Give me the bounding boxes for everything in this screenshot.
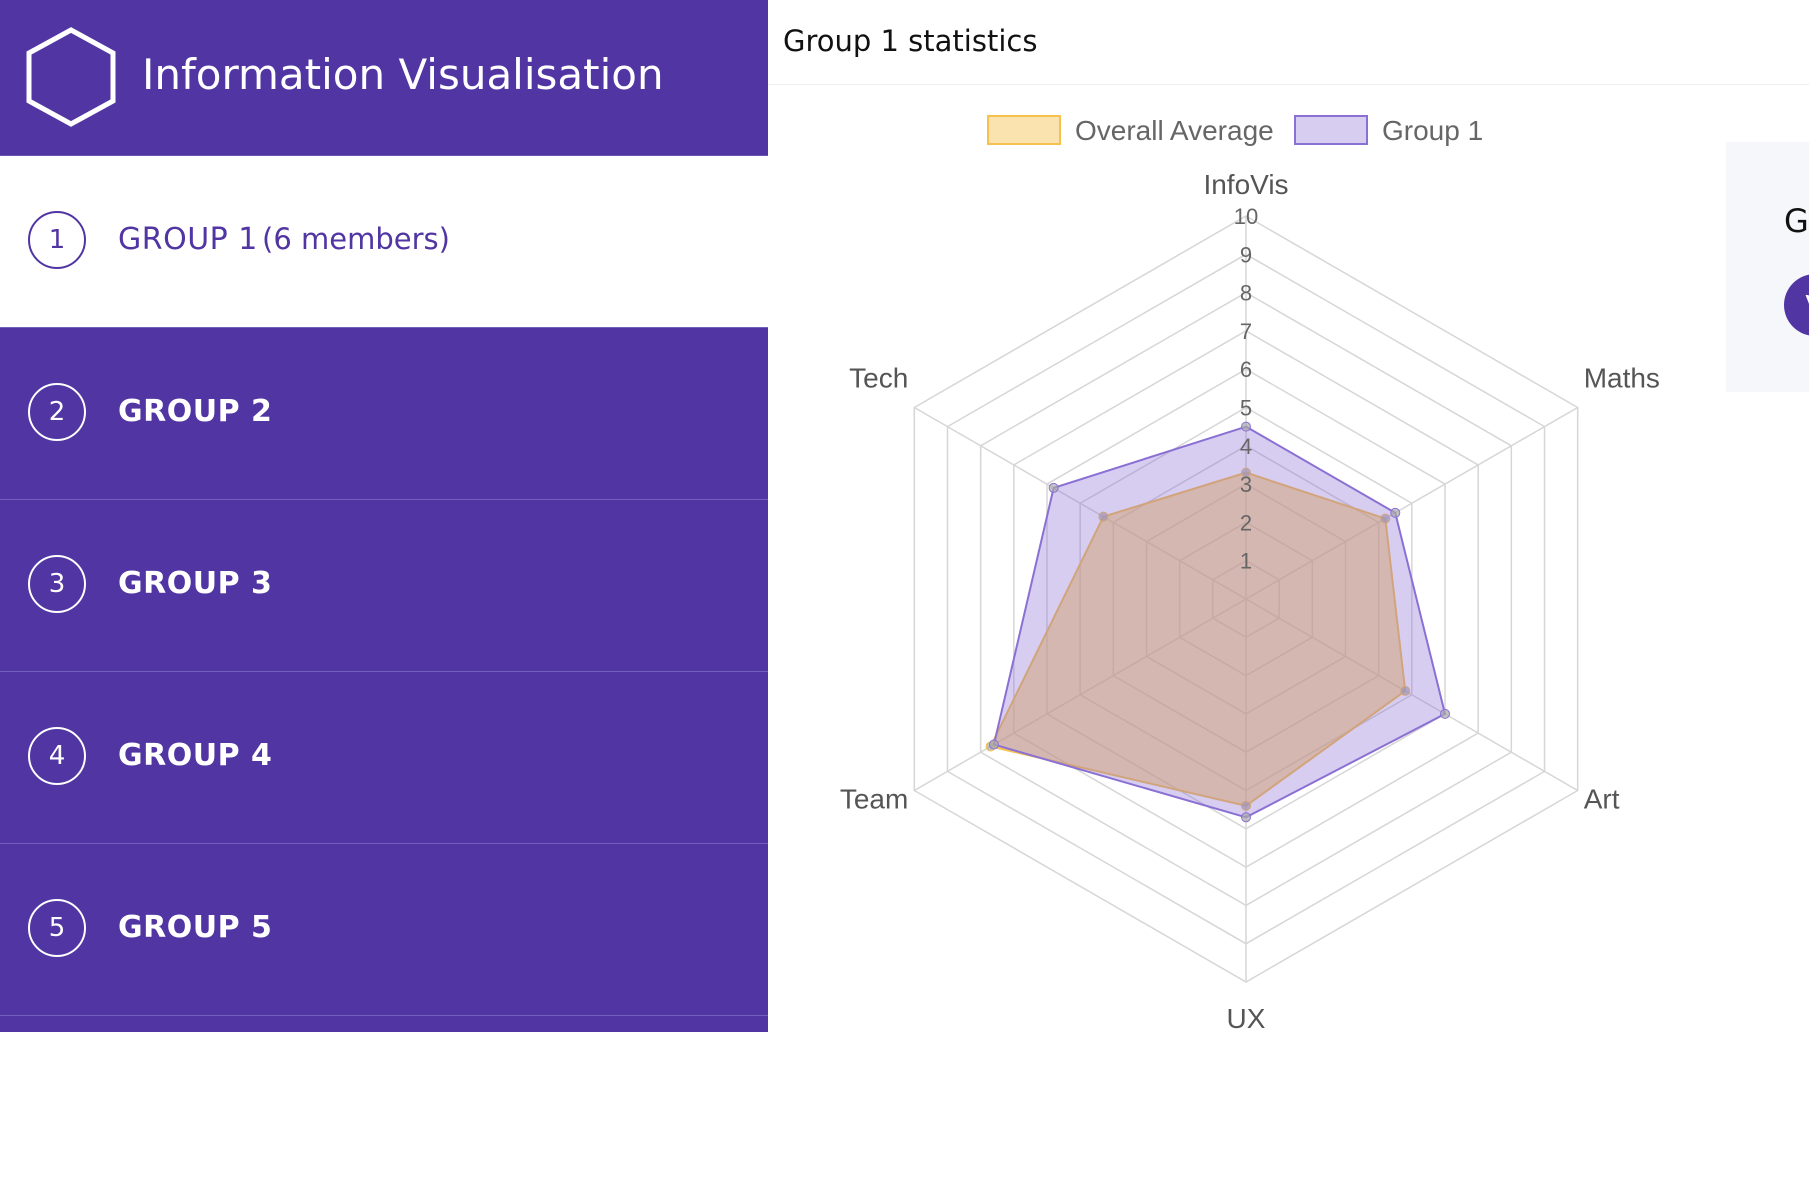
sidebar-item-group-2[interactable]: 2 GROUP 2: [0, 327, 768, 498]
data-point: [1241, 421, 1251, 432]
legend-swatch: [1294, 115, 1368, 145]
tick-label: 1: [1240, 549, 1252, 574]
data-point: [988, 739, 999, 750]
tick-label: 9: [1240, 242, 1252, 267]
data-point: [1380, 513, 1391, 524]
main-header: Group 1 statistics: [768, 0, 1809, 85]
group-number-badge: 3: [28, 555, 86, 613]
legend-label: Overall Average: [1075, 115, 1274, 146]
group-number-badge: 1: [28, 211, 86, 269]
sidebar-item-group-1[interactable]: 1 GROUP 1 (6 members): [0, 156, 768, 327]
card-heading: G: [1784, 202, 1809, 240]
sidebar-item-group-5[interactable]: 5 GROUP 5: [0, 843, 768, 1014]
group-number-badge: 4: [28, 727, 86, 785]
tick-label: 3: [1240, 472, 1252, 497]
tick-label: 6: [1240, 357, 1252, 382]
group-label: GROUP 1: [118, 222, 258, 257]
sidebar-item-group-3[interactable]: 3 GROUP 3: [0, 499, 768, 670]
page-title: Group 1 statistics: [783, 24, 1038, 58]
sidebar-item-divider: [0, 1015, 768, 1186]
tick-label: 2: [1240, 510, 1252, 535]
axis-label: InfoVis: [1203, 169, 1288, 200]
axis-label: Team: [840, 784, 908, 815]
data-point: [1241, 467, 1251, 478]
axis-label: UX: [1227, 1003, 1266, 1032]
tick-label: 7: [1240, 319, 1252, 344]
legend-label: Group 1: [1382, 115, 1483, 146]
data-point: [1241, 812, 1251, 823]
avatar[interactable]: V: [1784, 274, 1809, 336]
data-point: [1241, 800, 1251, 811]
series-area-group-1: [992, 425, 1447, 819]
data-point: [1440, 708, 1451, 719]
tick-label: 10: [1234, 204, 1258, 229]
data-point: [1048, 482, 1059, 493]
data-point: [1098, 511, 1109, 522]
sidebar-item-group-4[interactable]: 4 GROUP 4: [0, 671, 768, 842]
app-title: Information Visualisation: [142, 50, 664, 99]
group-number-badge: 5: [28, 899, 86, 957]
group-member-count: (6 members): [262, 222, 450, 256]
group-label: GROUP 2: [118, 394, 273, 429]
tick-label: 8: [1240, 281, 1252, 306]
group-number-badge: 2: [28, 383, 86, 441]
sidebar-header: Information Visualisation: [0, 0, 768, 156]
data-point: [1400, 685, 1411, 696]
group-members-card: G V: [1726, 142, 1809, 392]
tick-label: 5: [1240, 396, 1252, 421]
axis-label: Tech: [849, 363, 908, 394]
sidebar: Information Visualisation 1 GROUP 1 (6 m…: [0, 0, 768, 1032]
group-label: GROUP 5: [118, 910, 273, 945]
group-label: GROUP 4: [118, 738, 273, 773]
radar-chart-svg: 1 2 3 4 5 6 7 8 9 10 InfoVis Maths Art UX Team Tech Over…: [840, 115, 1660, 1032]
radar-chart: 1 2 3 4 5 6 7 8 9 10 InfoVis Maths Art UX Team Tech Over…: [768, 84, 1768, 1032]
axis-label: Art: [1584, 784, 1620, 815]
tick-label: 4: [1240, 434, 1252, 459]
axis-label: Maths: [1584, 363, 1660, 394]
data-point: [1390, 507, 1401, 518]
legend-swatch: [987, 115, 1061, 145]
hexagon-logo-icon: [26, 27, 116, 127]
group-label: GROUP 3: [118, 566, 273, 601]
